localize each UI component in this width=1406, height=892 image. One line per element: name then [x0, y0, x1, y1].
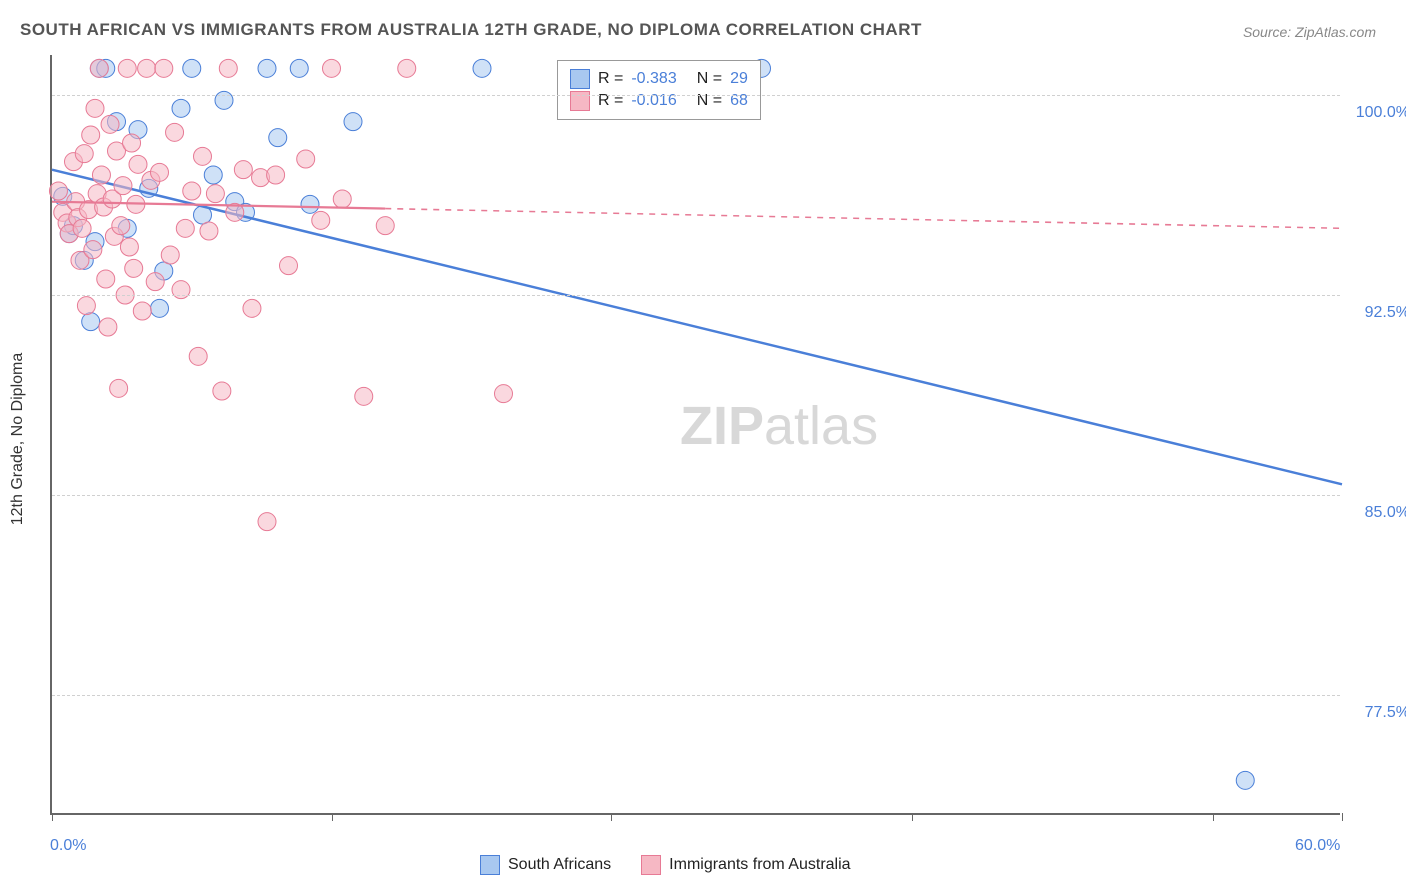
data-point [355, 387, 373, 405]
data-point [398, 59, 416, 77]
data-point [101, 115, 119, 133]
data-point [172, 99, 190, 117]
data-point [146, 273, 164, 291]
data-point [183, 182, 201, 200]
y-tick-label: 77.5% [1350, 704, 1406, 722]
data-point [204, 166, 222, 184]
gridline [52, 295, 1340, 296]
gridline [52, 495, 1340, 496]
data-point [151, 299, 169, 317]
data-point [344, 113, 362, 131]
data-point [82, 313, 100, 331]
data-point [84, 241, 102, 259]
data-point [189, 347, 207, 365]
data-point [267, 166, 285, 184]
data-point [473, 59, 491, 77]
data-point [200, 222, 218, 240]
data-point [213, 382, 231, 400]
data-point [114, 177, 132, 195]
data-point [1236, 771, 1254, 789]
chart-title: SOUTH AFRICAN VS IMMIGRANTS FROM AUSTRAL… [20, 20, 922, 40]
data-point [138, 59, 156, 77]
data-point [234, 161, 252, 179]
regression-line-dashed [385, 209, 1342, 229]
legend-r-label: R = [598, 70, 623, 88]
data-point [166, 123, 184, 141]
legend-swatch [570, 69, 590, 89]
legend-item: Immigrants from Australia [641, 855, 850, 875]
data-point [280, 257, 298, 275]
data-point [77, 297, 95, 315]
data-point [176, 219, 194, 237]
x-tick [1342, 813, 1343, 821]
legend-swatch [641, 855, 661, 875]
x-tick-label: 0.0% [50, 837, 86, 855]
gridline [52, 95, 1340, 96]
data-point [155, 59, 173, 77]
data-point [376, 217, 394, 235]
y-tick-label: 85.0% [1350, 504, 1406, 522]
data-point [123, 134, 141, 152]
data-point [99, 318, 117, 336]
legend-series-name: Immigrants from Australia [669, 856, 850, 874]
legend-row: R =-0.016N =68 [570, 91, 748, 111]
gridline [52, 695, 1340, 696]
y-axis-label: 12th Grade, No Diploma [9, 353, 27, 526]
y-tick-label: 92.5% [1350, 304, 1406, 322]
data-point [495, 385, 513, 403]
data-point [323, 59, 341, 77]
x-tick [912, 813, 913, 821]
x-tick [1213, 813, 1214, 821]
data-point [110, 379, 128, 397]
legend-r-value: -0.383 [631, 70, 676, 88]
legend-n-label: N = [697, 70, 722, 88]
data-point [219, 59, 237, 77]
y-tick-label: 100.0% [1350, 104, 1406, 122]
plot-svg [52, 55, 1340, 813]
legend-row: R = -0.383 N = 29 [570, 69, 748, 89]
legend-n-value: 29 [730, 70, 748, 88]
data-point [333, 190, 351, 208]
data-point [125, 259, 143, 277]
data-point [183, 59, 201, 77]
legend-series: South Africans Immigrants from Australia [480, 855, 851, 875]
data-point [258, 59, 276, 77]
data-point [133, 302, 151, 320]
data-point [297, 150, 315, 168]
data-point [129, 155, 147, 173]
legend-correlation: R = -0.383 N = 29 R =-0.016N =68 [557, 60, 761, 120]
data-point [86, 99, 104, 117]
data-point [92, 166, 110, 184]
x-tick [332, 813, 333, 821]
data-point [90, 59, 108, 77]
data-point [49, 182, 67, 200]
data-point [312, 211, 330, 229]
data-point [73, 219, 91, 237]
regression-line [52, 170, 1342, 485]
data-point [97, 270, 115, 288]
data-point [194, 147, 212, 165]
data-point [258, 513, 276, 531]
source-label: Source: ZipAtlas.com [1243, 24, 1376, 40]
x-tick [611, 813, 612, 821]
x-tick [52, 813, 53, 821]
data-point [243, 299, 261, 317]
data-point [120, 238, 138, 256]
legend-item: South Africans [480, 855, 611, 875]
data-point [112, 217, 130, 235]
data-point [75, 145, 93, 163]
legend-series-name: South Africans [508, 856, 611, 874]
data-point [290, 59, 308, 77]
legend-swatch [480, 855, 500, 875]
data-point [161, 246, 179, 264]
data-point [301, 195, 319, 213]
data-point [118, 59, 136, 77]
data-point [206, 185, 224, 203]
data-point [269, 129, 287, 147]
data-point [151, 163, 169, 181]
legend-swatch [570, 91, 590, 111]
data-point [82, 126, 100, 144]
x-tick-label: 60.0% [1295, 837, 1340, 855]
chart-area: R =-0.383N =29R =-0.016N =68 77.5%85.0%9… [50, 55, 1340, 815]
